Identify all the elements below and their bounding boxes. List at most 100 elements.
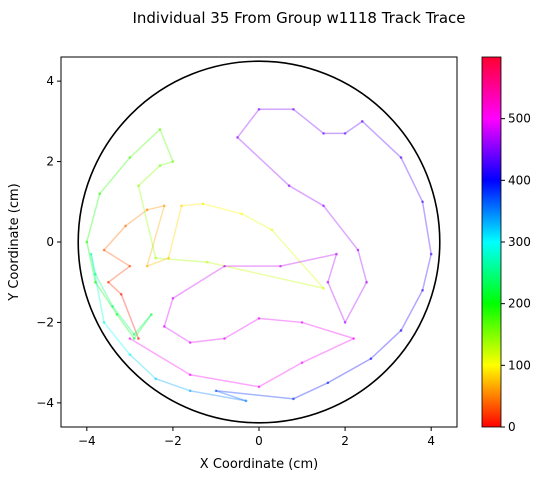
- track-segment: [258, 317, 303, 324]
- track-segment: [370, 329, 402, 360]
- colorbar-tick-label: 400: [508, 173, 531, 187]
- track-segment: [137, 165, 161, 187]
- track-point: [137, 184, 140, 187]
- track-segment: [361, 120, 402, 159]
- track-segment: [357, 249, 368, 283]
- track-point: [119, 292, 123, 296]
- track-point: [180, 204, 183, 208]
- track-segment: [301, 321, 354, 340]
- track-point: [322, 132, 325, 135]
- track-segment: [292, 108, 325, 134]
- track-point: [257, 317, 261, 320]
- track-point: [421, 288, 424, 292]
- track-segment: [146, 205, 166, 267]
- track-segment: [236, 136, 290, 187]
- track-segment: [241, 213, 273, 231]
- track-point: [85, 240, 89, 244]
- track-point: [111, 305, 114, 308]
- track-segment: [146, 257, 169, 267]
- track-segment: [99, 157, 131, 195]
- track-segment: [107, 281, 122, 295]
- track-segment: [189, 390, 247, 402]
- track-segment: [107, 265, 131, 283]
- track-point: [115, 313, 119, 316]
- y-tick-label: 0: [46, 235, 54, 249]
- track-point: [167, 256, 170, 260]
- y-tick-label: 4: [46, 74, 54, 88]
- track-point: [188, 341, 192, 344]
- track-point: [188, 389, 192, 393]
- track-point: [89, 252, 93, 256]
- track-point: [399, 329, 403, 332]
- track-segment: [163, 325, 191, 344]
- track-point: [154, 256, 157, 260]
- track-segment: [215, 390, 247, 402]
- track-point: [206, 260, 209, 264]
- x-axis: −4 −2 0 2 4: [78, 427, 435, 448]
- x-tick-label: 0: [255, 434, 263, 448]
- colorbar-axis: 0 100 200 300 400 500: [501, 112, 531, 434]
- track-point: [369, 357, 373, 360]
- track-layer: [85, 107, 433, 403]
- plot-area: [60, 56, 458, 428]
- track-point: [137, 337, 140, 340]
- track-segment: [112, 305, 135, 335]
- x-tick-label: −4: [78, 434, 96, 448]
- colorbar-tick-label: 300: [508, 235, 531, 249]
- track-segment: [155, 257, 208, 263]
- track-point: [145, 264, 149, 268]
- track-segment: [172, 265, 225, 299]
- track-point: [102, 248, 106, 252]
- colorbar-tick-label: 100: [508, 358, 531, 372]
- track-segment: [293, 382, 329, 400]
- track-point: [257, 385, 261, 389]
- track-segment: [327, 253, 338, 283]
- track-point: [154, 377, 157, 381]
- track-point: [429, 252, 433, 256]
- track-segment: [288, 185, 324, 207]
- track-point: [94, 280, 97, 284]
- track-point: [150, 313, 153, 316]
- track-point: [300, 321, 304, 324]
- track-segment: [103, 249, 131, 267]
- track-segment: [421, 201, 432, 255]
- y-axis-label: Y Coordinate (cm): [7, 183, 22, 301]
- chart-title: Individual 35 From Group w1118 Track Tra…: [132, 9, 465, 27]
- track-point: [163, 204, 166, 208]
- track-point: [270, 228, 274, 232]
- track-segment: [163, 298, 174, 327]
- track-point: [322, 286, 325, 290]
- track-point: [326, 381, 330, 385]
- track-point: [240, 212, 244, 216]
- x-axis-label: X Coordinate (cm): [200, 457, 318, 472]
- track-segment: [167, 205, 183, 259]
- track-segment: [146, 205, 165, 211]
- x-tick-label: 4: [427, 434, 435, 448]
- track-segment: [159, 129, 174, 162]
- track-point: [421, 200, 424, 204]
- track-point: [365, 280, 368, 284]
- track-segment: [159, 160, 174, 167]
- track-segment: [400, 289, 424, 331]
- track-point: [352, 337, 355, 340]
- colorbar: [481, 56, 502, 428]
- track-segment: [103, 225, 127, 251]
- track-segment: [301, 337, 355, 364]
- track-point: [128, 337, 132, 340]
- track-segment: [327, 281, 346, 323]
- track-point: [128, 353, 132, 356]
- track-segment: [344, 281, 368, 323]
- track-segment: [129, 354, 157, 380]
- track-point: [236, 136, 239, 139]
- track-point: [223, 264, 226, 268]
- track-point: [98, 192, 102, 196]
- track-point: [356, 248, 360, 252]
- track-segment: [322, 205, 359, 251]
- track-segment: [90, 253, 105, 323]
- track-point: [158, 164, 162, 167]
- track-point: [214, 389, 218, 393]
- track-point: [124, 224, 127, 228]
- track-segment: [344, 120, 363, 135]
- track-point: [343, 321, 347, 324]
